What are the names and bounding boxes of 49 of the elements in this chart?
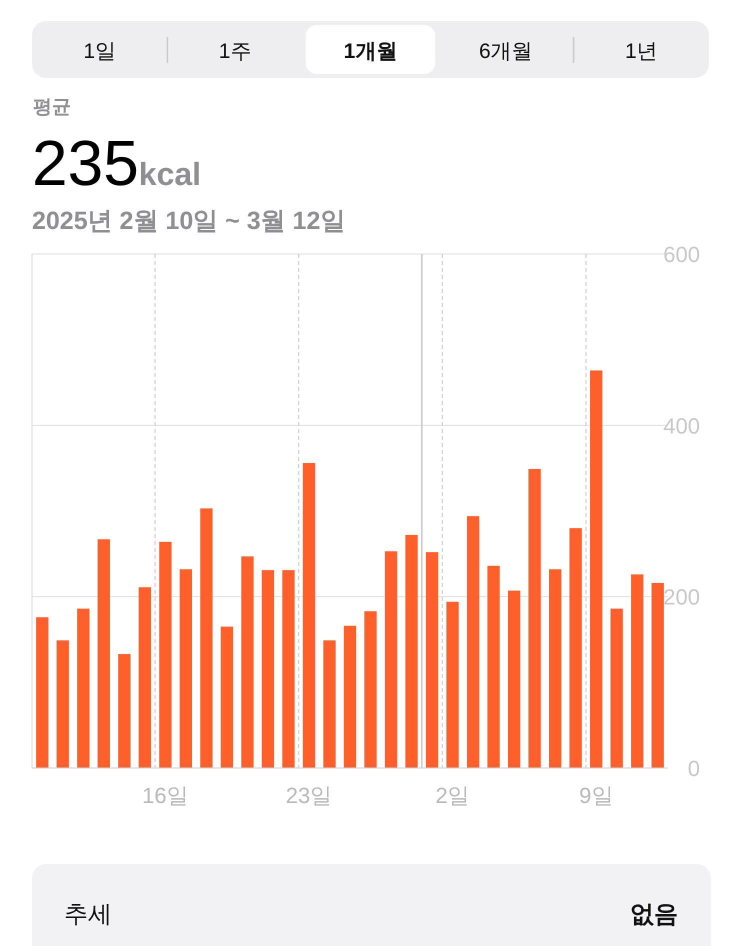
bar <box>36 617 48 768</box>
bar <box>241 556 254 768</box>
bar <box>466 516 480 768</box>
bar <box>652 582 664 768</box>
bar <box>508 590 520 768</box>
bar <box>405 534 418 768</box>
y-tick-label: 400 <box>663 413 700 438</box>
bar <box>220 626 234 768</box>
bar <box>118 654 130 768</box>
bar <box>590 370 602 768</box>
bar <box>77 608 90 768</box>
text: 1개월 <box>344 40 398 63</box>
y-tick-label: 0 <box>688 756 700 781</box>
bar <box>570 528 582 768</box>
bar <box>364 611 377 768</box>
bar <box>262 570 274 768</box>
bar <box>180 569 192 768</box>
chart-subtitle: 2025년 2월 10일 ~ 3월 12일 <box>32 207 346 235</box>
x-tick-label: 16일 <box>142 783 189 808</box>
x-tick-label: 2일 <box>435 783 470 808</box>
bar <box>159 542 172 768</box>
bar <box>138 587 151 768</box>
bar <box>446 602 459 768</box>
bar <box>384 551 398 768</box>
bar <box>302 463 316 768</box>
y-tick-label: 200 <box>663 584 700 610</box>
bar <box>282 570 295 768</box>
y-tick-label: 600 <box>663 242 700 267</box>
bar <box>200 508 213 768</box>
text: 없음 <box>630 901 678 928</box>
text: 추세 <box>64 901 112 928</box>
x-tick-label: 9일 <box>579 783 614 808</box>
bar <box>631 574 644 768</box>
bar <box>487 566 500 768</box>
bar <box>323 640 336 768</box>
bar <box>98 539 110 768</box>
text: 평균 <box>33 97 71 118</box>
bar <box>426 552 438 768</box>
text: 1일 <box>83 40 116 63</box>
text: 1년 <box>624 40 658 63</box>
text: 6개월 <box>479 40 533 63</box>
text: 1주 <box>218 40 252 63</box>
bar <box>549 569 562 768</box>
bar <box>528 469 541 768</box>
x-tick-label: 23일 <box>286 783 332 808</box>
bar <box>56 640 69 768</box>
bar <box>610 608 623 768</box>
chart-title: 235kcal <box>32 127 202 199</box>
bar <box>344 626 356 768</box>
